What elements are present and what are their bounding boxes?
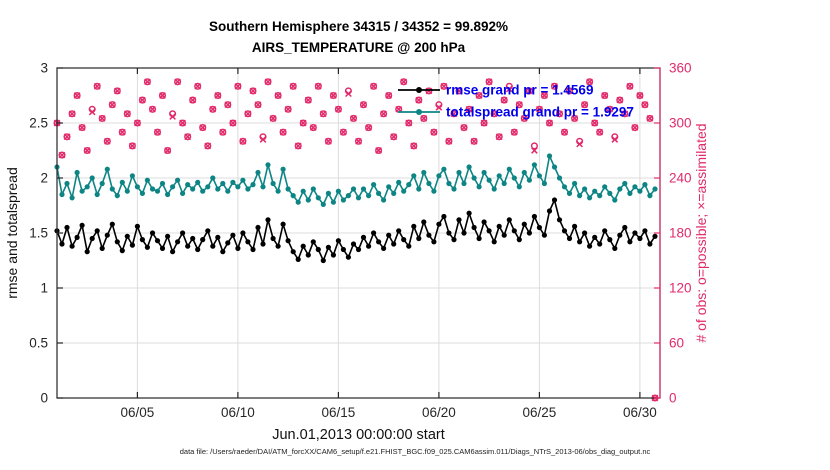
- svg-text:0.5: 0.5: [29, 336, 48, 351]
- chart-title-line1: Southern Hemisphere 34315 / 34352 = 99.8…: [208, 19, 509, 34]
- svg-text:180: 180: [669, 226, 692, 241]
- y-left-axis-label: rmse and totalspread: [4, 167, 20, 299]
- svg-text:60: 60: [669, 336, 684, 351]
- series-rmse: [54, 197, 658, 264]
- svg-text:360: 360: [669, 61, 692, 76]
- series-totalspread: [54, 153, 658, 207]
- svg-text:2.5: 2.5: [29, 116, 48, 131]
- svg-text:06/20: 06/20: [422, 405, 456, 420]
- svg-text:120: 120: [669, 281, 692, 296]
- svg-text:2: 2: [40, 171, 48, 186]
- svg-text:3: 3: [40, 61, 48, 76]
- chart-title: Southern Hemisphere 34315 / 34352 = 99.8…: [57, 16, 660, 58]
- series-possible: [53, 78, 659, 402]
- svg-text:0: 0: [40, 391, 48, 406]
- svg-text:06/10: 06/10: [221, 405, 255, 420]
- x-axis-label: Jun.01,2013 00:00:00 start: [272, 427, 445, 443]
- svg-text:06/25: 06/25: [523, 405, 557, 420]
- data-file-caption: data file: /Users/raeder/DAI/ATM_forcXX/…: [179, 447, 651, 456]
- svg-text:06/30: 06/30: [623, 405, 657, 420]
- x-tick-labels: 06/05 06/10 06/15 06/20 06/25 06/30: [121, 405, 657, 420]
- y-right-axis-label: # of obs: o=possible; ×=assimilated: [693, 123, 709, 342]
- svg-text:06/05: 06/05: [121, 405, 155, 420]
- svg-text:1: 1: [40, 281, 48, 296]
- legend: rmse grand pr = 1.4569 totalspread grand …: [398, 83, 634, 120]
- svg-text:totalspread grand pr = 1.9297: totalspread grand pr = 1.9297: [446, 105, 634, 120]
- y-right-tick-labels: 0 60 120 180 240 300 360: [669, 61, 692, 406]
- svg-text:06/15: 06/15: [322, 405, 356, 420]
- svg-text:0: 0: [669, 391, 677, 406]
- axes-box: [56, 67, 661, 399]
- chart-title-line2: AIRS_TEMPERATURE @ 200 hPa: [251, 40, 466, 55]
- svg-text:1.5: 1.5: [29, 226, 48, 241]
- svg-text:240: 240: [669, 171, 692, 186]
- y-left-tick-labels: 0 0.5 1 1.5 2 2.5 3: [29, 61, 48, 406]
- svg-text:300: 300: [669, 116, 692, 131]
- svg-text:rmse grand pr = 1.4569: rmse grand pr = 1.4569: [446, 83, 593, 98]
